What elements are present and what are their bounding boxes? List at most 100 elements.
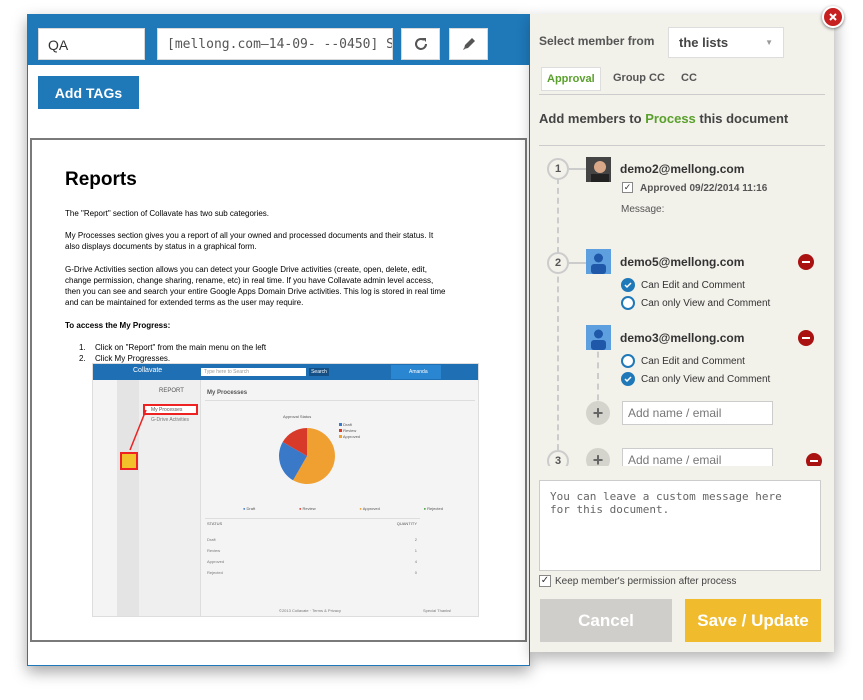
embedded-brand: Collavate: [133, 367, 163, 374]
permission-option[interactable]: Can only View and Comment: [621, 372, 770, 386]
remove-member-button[interactable]: [798, 254, 814, 270]
user-silhouette-icon: [591, 253, 606, 274]
avatar: [586, 325, 611, 350]
avatar: [586, 157, 611, 182]
tab-group-cc[interactable]: Group CC: [613, 72, 665, 84]
divider: [205, 518, 420, 519]
embedded-page-title: My Processes: [207, 390, 248, 396]
embedded-chart-title: Approval Status: [283, 414, 312, 419]
keep-permission-checkbox[interactable]: ✓: [539, 575, 551, 587]
embedded-my-processes: My Processes: [143, 404, 198, 415]
timeline-line: [557, 178, 559, 460]
panel-heading: Add members to Process this document: [539, 111, 789, 126]
members-panel: Select member from the lists ▼ Approval …: [530, 14, 834, 652]
legend-item: ● Approved: [359, 506, 380, 511]
permission-option[interactable]: Can Edit and Comment: [621, 354, 745, 368]
chevron-down-icon: ▼: [765, 38, 773, 47]
doc-paragraph: also displays documents by status in a g…: [65, 242, 257, 251]
embedded-bottom-legend: ● Draft ● Review ● Approved ● Rejected: [243, 506, 443, 511]
radio-icon[interactable]: [621, 296, 635, 310]
timeline-line: [597, 341, 599, 411]
add-member-button[interactable]: +: [586, 401, 610, 425]
doc-list-number: 2.: [79, 354, 86, 363]
doc-paragraph: My Processes section gives you a report …: [65, 231, 434, 240]
legend-item: Review: [339, 428, 360, 434]
embedded-report-title: REPORT: [159, 388, 184, 394]
doc-list-item: Click My Progresses.: [95, 354, 171, 363]
member-email: demo3@mellong.com: [620, 331, 745, 345]
minus-icon: [802, 261, 810, 263]
connector: [569, 262, 586, 264]
embedded-table: Draft 2 Review 1 Approved 4 Rejected 0: [207, 534, 417, 578]
doc-heading: Reports: [65, 169, 137, 190]
tab-cc[interactable]: CC: [681, 72, 697, 84]
refresh-button[interactable]: [401, 28, 440, 60]
document-panel: QA [mellong.com–14-09- --0450] S Add TAG…: [27, 14, 530, 666]
close-button[interactable]: [822, 6, 844, 28]
plus-icon: +: [592, 449, 604, 470]
connector: [569, 168, 586, 170]
divider: [205, 400, 475, 401]
permission-label: Can only View and Comment: [641, 297, 771, 309]
member-source-value: the lists: [679, 35, 729, 50]
member-source-select[interactable]: the lists ▼: [668, 27, 784, 58]
minus-icon: [802, 337, 810, 339]
edit-button[interactable]: [449, 28, 488, 60]
add-tags-button[interactable]: Add TAGs: [38, 76, 139, 109]
radio-checked-icon[interactable]: [621, 372, 635, 386]
legend-item: ● Draft: [243, 506, 256, 511]
pie-slice: [293, 428, 335, 484]
doc-paragraph: and can be maintained for extended terms…: [65, 298, 304, 307]
avatar: [586, 249, 611, 274]
add-member-input[interactable]: Add name / email: [622, 401, 773, 425]
embedded-icon-rail: [117, 380, 139, 616]
pie-slice: [282, 428, 307, 456]
embedded-footer: ©2013 Collavate · Terms & Privacy: [279, 608, 342, 613]
add-member-input[interactable]: Add name / email: [622, 448, 773, 468]
tag-input[interactable]: QA: [38, 28, 145, 60]
legend-item: Draft: [339, 422, 360, 428]
permission-option[interactable]: Can only View and Comment: [621, 296, 770, 310]
step-number: 1: [547, 158, 569, 180]
radio-checked-icon[interactable]: [621, 278, 635, 292]
embedded-search-input: Type here to Search: [201, 368, 306, 376]
pencil-icon: [462, 38, 475, 50]
embedded-legend: Draft Review Approved: [339, 422, 360, 440]
save-update-button[interactable]: Save / Update: [685, 599, 821, 642]
table-row: Approved 4: [207, 559, 417, 564]
table-row: Review 1: [207, 548, 417, 553]
select-member-label: Select member from: [539, 34, 655, 48]
table-row: Rejected 0: [207, 570, 417, 575]
doc-list-number: 1.: [79, 343, 86, 352]
doc-paragraph: then you can see and search your entire …: [65, 287, 446, 296]
close-icon: [829, 13, 837, 21]
permission-label: Can Edit and Comment: [641, 355, 745, 367]
approved-check-icon: ✓: [622, 182, 633, 193]
step-number: 2: [547, 252, 569, 274]
document-title-input[interactable]: [mellong.com–14-09- --0450] S: [157, 28, 393, 60]
plus-icon: +: [592, 402, 604, 423]
embedded-screenshot: Collavate Type here to Search Search Ama…: [92, 363, 479, 617]
doc-paragraph: The "Report" section of Collavate has tw…: [65, 209, 270, 218]
embedded-user: Amanda: [409, 369, 428, 375]
refresh-icon: [414, 38, 427, 50]
permission-option[interactable]: Can Edit and Comment: [621, 278, 745, 292]
keep-permission-label: Keep member's permission after process: [555, 576, 737, 587]
doc-paragraph: change permission, change sharing, renam…: [65, 276, 434, 285]
embedded-report-icon: [120, 452, 138, 470]
approved-status: Approved 09/22/2014 11:16: [640, 183, 768, 194]
custom-message-textarea[interactable]: You can leave a custom message here for …: [539, 480, 821, 571]
embedded-gdrive: G-Drive Activities: [151, 417, 190, 423]
permission-label: Can Edit and Comment: [641, 279, 745, 291]
remove-step-button[interactable]: [806, 453, 822, 469]
radio-icon[interactable]: [621, 354, 635, 368]
embedded-user-badge: [391, 365, 441, 379]
remove-member-button[interactable]: [798, 330, 814, 346]
cancel-button[interactable]: Cancel: [540, 599, 672, 642]
divider: [539, 145, 825, 146]
permission-label: Can only View and Comment: [641, 373, 771, 385]
doc-list-item: Click on "Report" from the main menu on …: [95, 343, 267, 352]
tab-approval[interactable]: Approval: [541, 67, 601, 91]
pie-slice: [279, 442, 307, 481]
minus-icon: [810, 460, 818, 462]
